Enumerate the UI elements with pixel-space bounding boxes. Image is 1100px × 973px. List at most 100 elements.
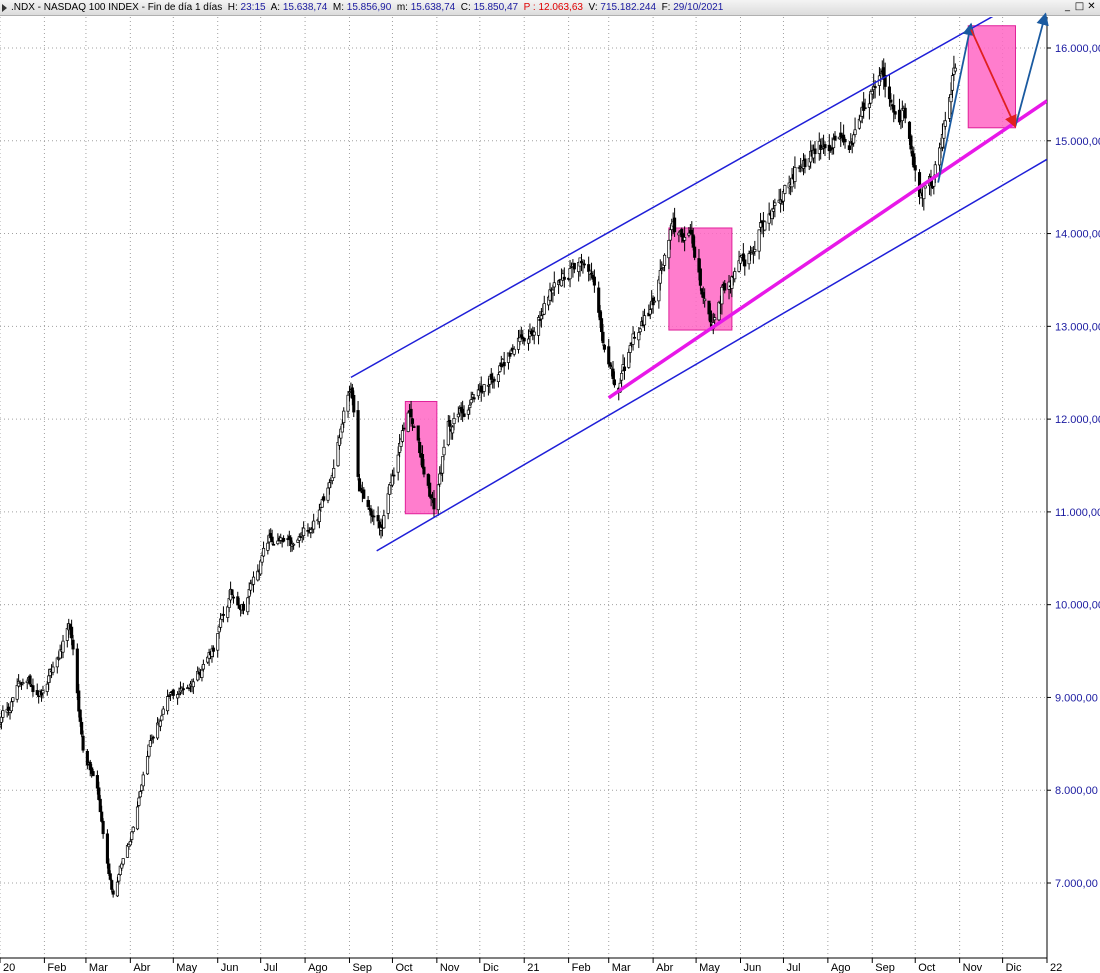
candle-body	[720, 286, 724, 305]
candle	[552, 271, 556, 296]
x-tick-label: Jul	[264, 962, 278, 973]
candle-body	[41, 690, 45, 694]
candle	[35, 683, 39, 696]
candle	[512, 346, 516, 357]
candle-body	[141, 774, 145, 787]
candle	[31, 678, 35, 697]
candle-body	[597, 287, 601, 313]
candle	[7, 703, 11, 716]
candle-body	[369, 508, 373, 516]
candle	[81, 730, 85, 753]
candle	[51, 661, 55, 676]
candle-body	[135, 806, 140, 830]
menu-arrow-icon[interactable]	[2, 4, 7, 12]
candle-body	[11, 697, 15, 702]
close-button[interactable]: ✕	[1087, 1, 1096, 12]
minimize-button[interactable]: _	[1065, 1, 1070, 12]
candle-body	[340, 423, 344, 433]
candle	[903, 103, 907, 124]
candle	[282, 535, 286, 543]
candle-body	[181, 688, 185, 691]
candle-body	[587, 264, 591, 272]
candle	[767, 202, 771, 231]
candle-body	[492, 378, 496, 382]
candle-body	[589, 272, 594, 275]
candle-body	[690, 229, 694, 235]
candle	[121, 858, 125, 867]
candle-body	[892, 105, 896, 113]
candle-body	[75, 648, 79, 694]
candle	[80, 717, 84, 738]
candle	[180, 686, 184, 695]
candle-body	[823, 144, 827, 149]
candle-body	[852, 134, 856, 144]
candle-body	[28, 675, 32, 685]
candle	[587, 256, 591, 282]
candle	[522, 337, 526, 346]
candle-body	[282, 537, 286, 542]
x-tick-label: 20	[3, 962, 15, 973]
candle-body	[949, 94, 953, 103]
candle-body	[309, 529, 313, 533]
candle	[108, 870, 112, 881]
candle-body	[117, 874, 121, 882]
x-tick-label: Sep	[875, 962, 895, 973]
candle-body	[390, 475, 394, 486]
candle	[432, 490, 436, 518]
candle-body	[538, 318, 542, 321]
candle	[622, 357, 627, 380]
candle	[518, 329, 522, 346]
x-tick-label: Abr	[133, 962, 150, 973]
candle-body	[713, 317, 717, 321]
y-tick-label: 9.000,00	[1055, 692, 1098, 704]
candle-body	[151, 736, 155, 739]
candle	[135, 801, 140, 831]
candle	[827, 134, 831, 160]
candle-body	[251, 576, 256, 585]
candle	[663, 253, 667, 272]
candle-body	[933, 164, 937, 176]
candle-body	[830, 147, 834, 150]
candle-body	[602, 344, 606, 350]
candle	[542, 295, 546, 315]
channel-upper-line	[350, 17, 994, 379]
candle-body	[839, 132, 843, 138]
candle	[579, 253, 584, 272]
maximize-button[interactable]: □	[1074, 1, 1085, 12]
candle-body	[332, 467, 336, 479]
candle-body	[292, 543, 296, 546]
candle	[101, 818, 105, 839]
candle-body	[486, 384, 490, 387]
candle-body	[402, 427, 406, 430]
candle-body	[693, 246, 697, 258]
candle-body	[432, 497, 436, 510]
candle	[482, 383, 486, 397]
candle	[58, 644, 62, 659]
candle-body	[148, 740, 152, 747]
candle	[839, 121, 843, 147]
candle-body	[653, 300, 657, 303]
x-tick-label: May	[176, 962, 197, 973]
candle-body	[158, 720, 162, 727]
candle-body	[362, 489, 366, 499]
candle	[923, 185, 927, 189]
candle	[372, 509, 376, 526]
candle	[85, 749, 89, 770]
y-tick-label: 13.000,00	[1055, 321, 1100, 333]
candle	[823, 141, 827, 157]
candle-body	[221, 614, 225, 616]
arrow-up	[937, 22, 975, 183]
candle-body	[378, 521, 382, 528]
candle	[912, 146, 916, 168]
candle-body	[642, 315, 647, 326]
candle-body	[489, 373, 493, 380]
candle	[181, 682, 185, 696]
candle	[346, 390, 350, 418]
candle-body	[150, 738, 154, 740]
candle	[843, 137, 847, 149]
candle	[369, 505, 373, 524]
candle	[392, 467, 396, 484]
candle	[461, 400, 465, 422]
candle-body	[783, 185, 787, 194]
candle	[900, 100, 904, 128]
